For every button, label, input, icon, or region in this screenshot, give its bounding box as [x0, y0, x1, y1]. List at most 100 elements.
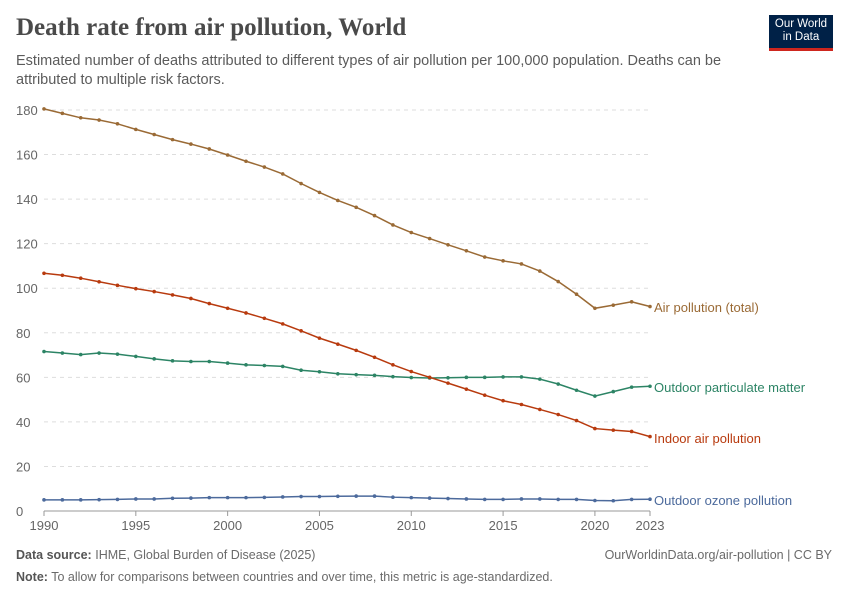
- data-point: [42, 498, 46, 502]
- data-point: [648, 304, 652, 309]
- x-tick-label: 2010: [397, 518, 426, 533]
- data-point: [299, 328, 303, 333]
- data-point: [60, 111, 65, 116]
- data-point: [611, 389, 616, 394]
- data-point: [593, 394, 597, 398]
- y-tick-label: 140: [16, 192, 38, 207]
- data-point: [482, 393, 487, 397]
- data-point: [519, 262, 524, 266]
- data-point: [262, 495, 267, 500]
- data-point: [170, 137, 175, 142]
- y-tick-label: 160: [16, 148, 38, 163]
- data-point: [574, 388, 579, 393]
- data-point: [262, 363, 267, 368]
- data-point: [152, 289, 156, 294]
- data-point: [336, 198, 340, 203]
- data-point: [244, 311, 248, 315]
- data-point: [225, 153, 230, 157]
- data-point: [317, 190, 322, 195]
- data-point: [427, 236, 432, 241]
- data-point: [409, 369, 414, 374]
- data-point: [207, 147, 212, 151]
- data-point: [115, 283, 120, 288]
- data-source: Data source: IHME, Global Burden of Dise…: [16, 548, 315, 562]
- data-point: [372, 373, 377, 378]
- data-point: [134, 127, 138, 132]
- data-point: [391, 223, 395, 227]
- source-url[interactable]: OurWorldinData.org/air-pollution | CC BY: [604, 548, 832, 562]
- x-tick-label: 2005: [305, 518, 334, 533]
- data-point: [42, 107, 46, 111]
- x-tick-label: 2000: [213, 518, 242, 533]
- data-point: [354, 372, 358, 377]
- data-point: [78, 115, 83, 120]
- data-point: [464, 248, 469, 253]
- series-line: [43, 272, 651, 438]
- source-label: Data source:: [16, 548, 92, 562]
- data-point: [280, 364, 285, 369]
- data-point: [225, 495, 230, 500]
- data-point: [189, 296, 193, 301]
- y-tick-label: 120: [16, 237, 38, 252]
- data-point: [556, 382, 560, 386]
- data-point: [446, 375, 450, 380]
- y-tick-label: 100: [16, 281, 38, 296]
- y-tick-label: 0: [16, 504, 23, 519]
- data-point: [556, 412, 560, 417]
- data-point: [170, 359, 175, 363]
- data-point: [207, 495, 212, 500]
- data-point: [446, 381, 450, 385]
- data-point: [134, 286, 138, 291]
- data-point: [538, 269, 542, 273]
- data-point: [391, 374, 395, 379]
- data-point: [60, 273, 65, 278]
- data-point: [629, 300, 634, 304]
- data-point: [317, 494, 322, 499]
- note-label: Note:: [16, 570, 48, 584]
- data-point: [78, 352, 83, 357]
- data-point: [115, 352, 120, 356]
- data-point: [464, 497, 469, 501]
- chart-subtitle: Estimated number of deaths attributed to…: [16, 53, 722, 88]
- data-point: [482, 497, 487, 502]
- series-line: [43, 350, 651, 397]
- data-point: [336, 371, 340, 376]
- data-point: [629, 429, 634, 434]
- data-point: [464, 387, 469, 391]
- data-point: [519, 402, 524, 407]
- source-text[interactable]: IHME, Global Burden of Disease (2025): [95, 548, 316, 562]
- data-point: [262, 165, 267, 169]
- note: Note: To allow for comparisons between c…: [16, 570, 553, 584]
- y-tick-label: 20: [16, 459, 30, 474]
- data-point: [354, 494, 358, 498]
- data-point: [299, 181, 303, 186]
- data-point: [538, 407, 542, 412]
- data-point: [427, 375, 432, 380]
- owid-logo[interactable]: Our World in Data: [769, 15, 833, 51]
- data-point: [189, 359, 193, 364]
- data-point: [207, 359, 212, 364]
- x-tick-label: 1990: [30, 518, 59, 533]
- data-point: [317, 336, 322, 340]
- data-point: [391, 363, 395, 367]
- y-tick-label: 80: [16, 326, 30, 341]
- data-point: [372, 494, 377, 498]
- data-point: [262, 316, 267, 321]
- data-point: [189, 496, 193, 500]
- data-point: [244, 363, 248, 367]
- data-point: [372, 213, 377, 218]
- data-point: [464, 375, 469, 380]
- data-point: [354, 348, 358, 353]
- data-point: [225, 306, 230, 311]
- data-point: [280, 495, 285, 499]
- data-point: [317, 369, 322, 374]
- data-point: [482, 375, 487, 380]
- data-point: [538, 377, 542, 381]
- data-point: [482, 255, 487, 259]
- data-point: [427, 496, 432, 500]
- data-point: [409, 495, 414, 500]
- data-point: [170, 496, 175, 501]
- data-point: [354, 205, 358, 210]
